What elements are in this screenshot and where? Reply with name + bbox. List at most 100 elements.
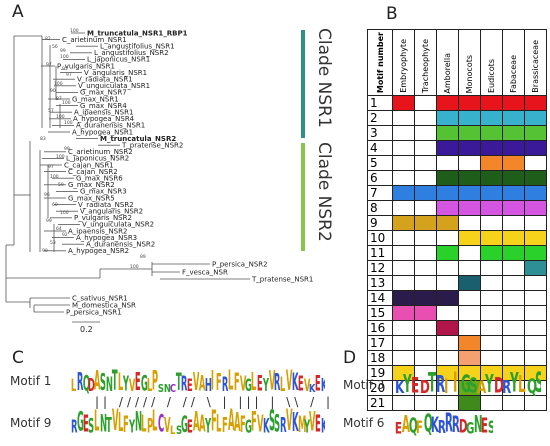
logo-letter: M: [297, 412, 307, 437]
tree-leaf-label: C_arietinum_NSR2: [68, 148, 133, 156]
logo-letter: N: [105, 373, 113, 394]
logo-letter: K: [321, 376, 325, 394]
presence-cell: [480, 260, 503, 277]
bootstrap-value: 100: [56, 154, 65, 160]
presence-cell: [436, 200, 459, 217]
logo-letter: R: [274, 369, 281, 394]
presence-cell: [480, 365, 503, 382]
presence-cell: [524, 260, 547, 277]
motif-number: 7: [367, 185, 393, 202]
clade-nsr1-bar: [301, 30, 305, 138]
presence-cell: [524, 335, 547, 352]
bootstrap-value: 100: [56, 114, 65, 120]
presence-cell: [458, 275, 481, 292]
logo-letter: G: [245, 416, 253, 437]
motif-number: 6: [367, 170, 393, 187]
presence-cell: [480, 155, 503, 172]
tree-leaf-label: A_hypogea_NSR2: [68, 247, 129, 255]
presence-cell: [414, 230, 437, 247]
tree-leaf-label: P_vulgaris_NSR1: [57, 62, 115, 70]
presence-cell: [392, 275, 415, 292]
presence-cell: [524, 155, 547, 172]
presence-cell: [414, 140, 437, 157]
tree-outgroup-label: C_sativus_NSR1: [72, 294, 128, 302]
logo-letter: G: [140, 370, 148, 394]
column-header: Tracheophyte: [414, 28, 437, 97]
tree-leaf-label: L_japonicus_NSR1: [87, 56, 150, 64]
bootstrap-value: 97: [66, 72, 72, 78]
tree-leaf-label: G_max_NSR3: [80, 188, 127, 196]
table-row: 18: [367, 350, 547, 367]
presence-cell: [458, 155, 481, 172]
bootstrap-value: 57: [48, 108, 54, 114]
logo-letter: L: [280, 373, 286, 394]
presence-cell: [524, 305, 547, 322]
bootstrap-value: 97: [48, 164, 54, 170]
tree-leaf-label: G_max_NSR5: [68, 194, 115, 202]
logo-letter: L: [146, 374, 152, 394]
presence-cell: [480, 245, 503, 262]
logo-letter: E: [187, 416, 193, 437]
bootstrap-value: 100: [54, 81, 63, 87]
logo-letter: V: [163, 414, 171, 437]
tree-leaf-label: G_max_NSR6: [76, 175, 123, 183]
logo-letter: D: [493, 372, 504, 396]
presence-cell: [480, 215, 503, 232]
motif-number: 13: [367, 275, 393, 292]
logo-letter: F: [251, 406, 257, 437]
logo-letter: E: [480, 414, 488, 436]
logo-letter: V: [285, 364, 293, 394]
tree-outgroup-label: P_persica_NSR2: [212, 260, 268, 268]
logo-letter: V: [239, 371, 246, 394]
presence-cell: [458, 305, 481, 322]
tree-leaf-label: A_hypogea_NSR4: [73, 115, 135, 123]
presence-cell: [414, 200, 437, 217]
bootstrap-value: 92: [62, 232, 68, 238]
logo-letter: E: [187, 375, 193, 394]
logo-letter: C: [158, 409, 165, 437]
presence-cell: [414, 185, 437, 202]
logo-letter: E: [411, 372, 420, 396]
motif-number: 8: [367, 200, 393, 217]
presence-cell: [458, 365, 481, 382]
presence-cell: [436, 95, 459, 112]
presence-cell: [524, 275, 547, 292]
logo-letter: S: [535, 368, 541, 396]
logo-letter: Q: [409, 414, 419, 436]
motif-number: 18: [367, 350, 393, 367]
logo-letter: A: [198, 411, 206, 437]
presence-cell: [414, 335, 437, 352]
presence-cell: [458, 200, 481, 217]
logo-letter: E: [297, 371, 304, 394]
logo-letter: R: [501, 376, 512, 396]
motif-1-label: Motif 1: [10, 374, 52, 388]
logo-letter: E: [394, 418, 403, 436]
column-header: Monocots: [458, 28, 481, 97]
logo-letter: S: [158, 382, 165, 394]
logo-letter: L: [152, 405, 158, 437]
logo-letter: L: [251, 366, 257, 394]
bootstrap-value: 99: [46, 218, 52, 224]
logo-letter: I: [210, 365, 214, 394]
logo-letter: L: [227, 364, 234, 394]
tree-leaf-label: G_max_NSR7: [80, 89, 127, 97]
motif-number: 2: [367, 110, 393, 127]
panel-label-d: D: [343, 348, 357, 368]
bootstrap-value: 82: [45, 36, 51, 42]
bootstrap-value: 100: [50, 174, 59, 180]
phylogenetic-tree: M_truncatula_NSR1_RBP1C_arietinum_NSR1L_…: [5, 28, 313, 334]
logo-letter: S: [99, 369, 107, 394]
logo-letter: K: [430, 412, 439, 436]
presence-cell: [414, 320, 437, 337]
presence-cell: [458, 395, 481, 412]
table-row: 12: [367, 260, 547, 277]
logo-letter: A: [402, 410, 411, 436]
logo-letter: L: [169, 424, 176, 437]
presence-cell: [414, 350, 437, 367]
logo-letter: L: [216, 409, 222, 437]
tree-leaf-label: A_ipaensis_NSR2: [68, 227, 127, 235]
tree-leaf-label: A_duranensis_NSR1: [76, 122, 145, 130]
logo-letter: R: [222, 373, 229, 394]
presence-cell: [524, 290, 547, 307]
logo-letter: S: [488, 419, 493, 436]
